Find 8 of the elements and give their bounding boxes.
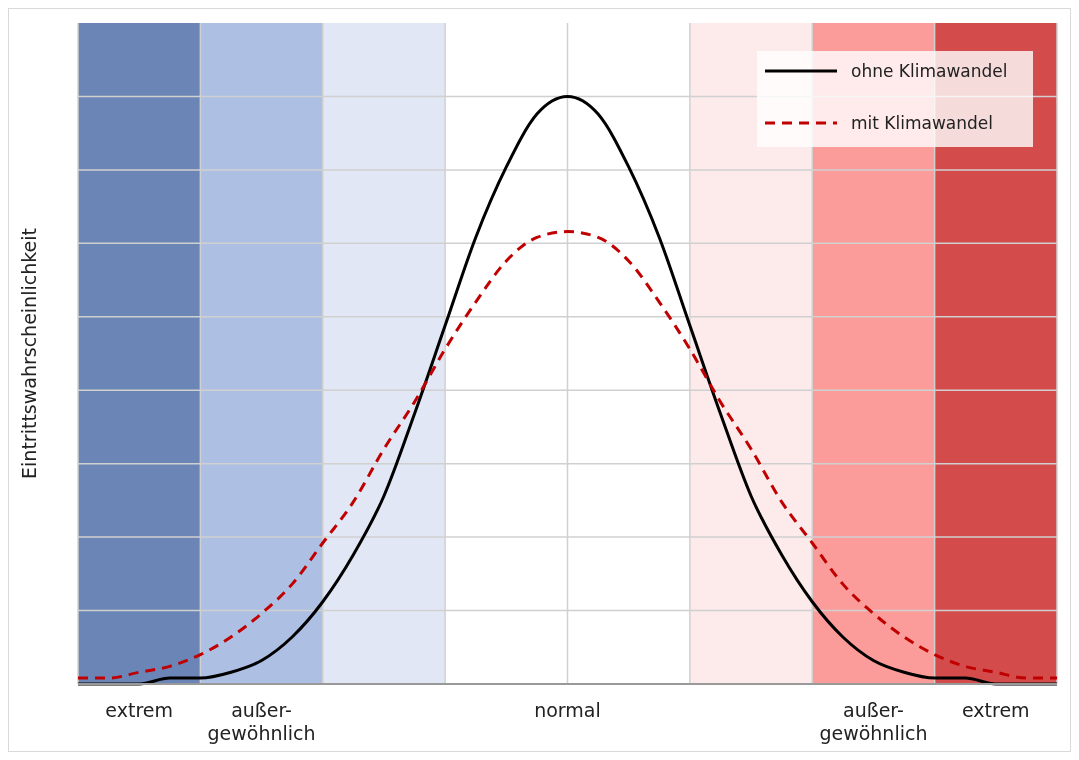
legend-label: mit Klimawandel	[851, 113, 993, 133]
x-tick-label: außer- gewöhnlich	[207, 699, 316, 744]
y-axis-title: Eintrittswahrscheinlichkeit	[18, 228, 40, 479]
x-tick-label: extrem	[105, 699, 174, 721]
x-tick-label: extrem	[961, 699, 1030, 721]
legend-label: ohne Klimawandel	[851, 61, 1008, 81]
x-tick-label: normal	[534, 699, 601, 721]
x-tick-label: außer- gewöhnlich	[819, 699, 928, 744]
